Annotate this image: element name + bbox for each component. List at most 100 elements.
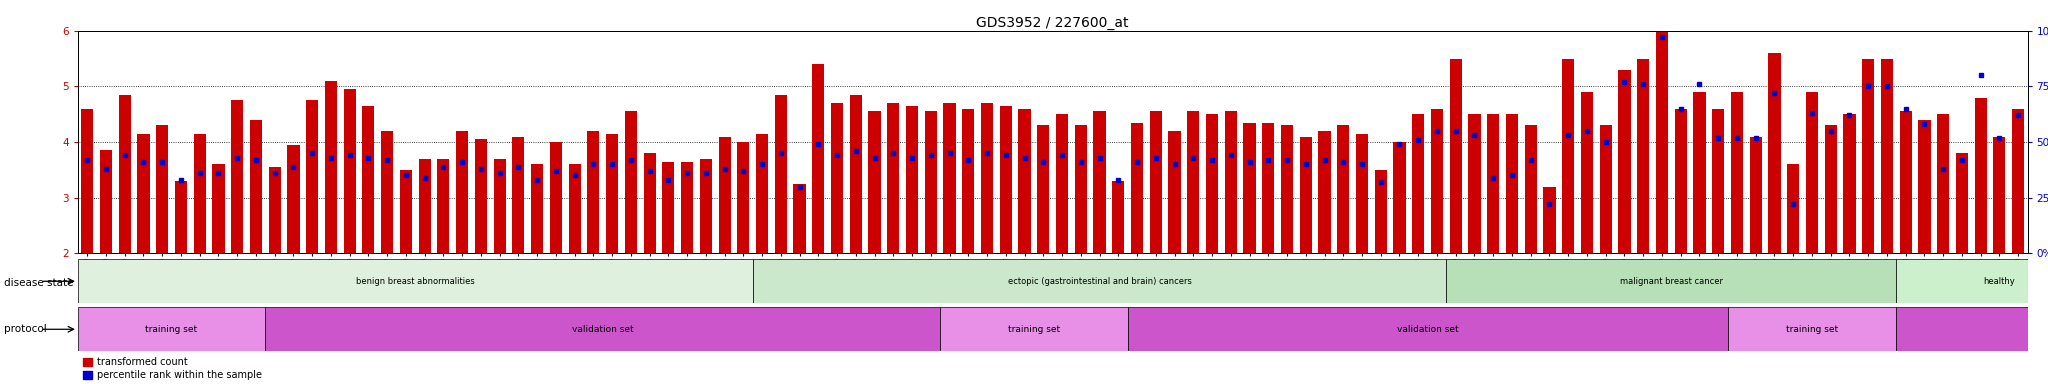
Bar bbox=[1036, 126, 1049, 253]
Bar bbox=[606, 134, 618, 253]
Bar bbox=[399, 170, 412, 253]
Bar bbox=[1825, 126, 1837, 253]
Bar bbox=[1468, 114, 1481, 253]
Bar bbox=[1393, 142, 1405, 253]
Bar bbox=[682, 162, 692, 253]
Bar bbox=[213, 164, 225, 253]
Bar bbox=[1300, 137, 1313, 253]
Bar bbox=[137, 134, 150, 253]
Bar bbox=[1729, 307, 1896, 351]
Bar bbox=[1880, 59, 1892, 253]
Bar bbox=[793, 184, 805, 253]
Bar bbox=[1956, 153, 1968, 253]
Text: disease state: disease state bbox=[4, 278, 74, 288]
Legend: transformed count, percentile rank within the sample: transformed count, percentile rank withi… bbox=[82, 357, 262, 380]
Bar bbox=[1374, 170, 1386, 253]
Bar bbox=[250, 120, 262, 253]
Bar bbox=[1206, 114, 1219, 253]
Bar bbox=[156, 126, 168, 253]
Bar bbox=[700, 159, 713, 253]
Bar bbox=[1896, 259, 2048, 303]
Bar bbox=[1694, 92, 1706, 253]
Bar bbox=[1919, 120, 1931, 253]
Bar bbox=[268, 167, 281, 253]
Bar bbox=[1563, 59, 1575, 253]
Bar bbox=[887, 103, 899, 253]
Bar bbox=[1581, 92, 1593, 253]
Bar bbox=[756, 134, 768, 253]
Bar bbox=[1188, 111, 1200, 253]
Bar bbox=[475, 139, 487, 253]
Bar bbox=[174, 181, 186, 253]
Bar bbox=[1319, 131, 1331, 253]
Bar bbox=[831, 103, 844, 253]
Bar bbox=[530, 164, 543, 253]
Bar bbox=[549, 142, 561, 253]
Bar bbox=[1544, 187, 1556, 253]
Bar bbox=[737, 142, 750, 253]
Bar bbox=[1075, 126, 1087, 253]
Bar bbox=[850, 95, 862, 253]
Bar bbox=[1128, 307, 1729, 351]
Bar bbox=[1262, 122, 1274, 253]
Bar bbox=[326, 81, 338, 253]
Bar bbox=[1094, 111, 1106, 253]
Bar bbox=[944, 103, 956, 253]
Text: validation set: validation set bbox=[571, 325, 633, 334]
Bar bbox=[1618, 70, 1630, 253]
Bar bbox=[1149, 111, 1161, 253]
Bar bbox=[1018, 109, 1030, 253]
Bar bbox=[1974, 98, 1987, 253]
Bar bbox=[1901, 111, 1911, 253]
Bar bbox=[2011, 109, 2023, 253]
Bar bbox=[1112, 181, 1124, 253]
Bar bbox=[625, 111, 637, 253]
Bar bbox=[569, 164, 582, 253]
Bar bbox=[813, 64, 825, 253]
Bar bbox=[418, 159, 430, 253]
Bar bbox=[1487, 114, 1499, 253]
Bar bbox=[78, 259, 754, 303]
Bar bbox=[82, 109, 94, 253]
Bar bbox=[1712, 109, 1724, 253]
Bar bbox=[1225, 111, 1237, 253]
Bar bbox=[926, 111, 936, 253]
Bar bbox=[981, 103, 993, 253]
Bar bbox=[1749, 137, 1761, 253]
Bar bbox=[1169, 131, 1180, 253]
Bar bbox=[1243, 122, 1255, 253]
Bar bbox=[1130, 122, 1143, 253]
Bar bbox=[119, 95, 131, 253]
Text: training set: training set bbox=[1786, 325, 1837, 334]
Bar bbox=[1993, 137, 2005, 253]
Bar bbox=[1937, 114, 1950, 253]
Bar bbox=[1806, 92, 1819, 253]
Text: training set: training set bbox=[145, 325, 197, 334]
Bar bbox=[1657, 31, 1667, 253]
Bar bbox=[1599, 126, 1612, 253]
Bar bbox=[868, 111, 881, 253]
Bar bbox=[1356, 134, 1368, 253]
Bar bbox=[512, 137, 524, 253]
Bar bbox=[1337, 126, 1350, 253]
Bar bbox=[999, 106, 1012, 253]
Bar bbox=[362, 106, 375, 253]
Bar bbox=[266, 307, 940, 351]
Text: validation set: validation set bbox=[1397, 325, 1458, 334]
Bar bbox=[1524, 126, 1536, 253]
Bar bbox=[963, 109, 975, 253]
Text: malignant breast cancer: malignant breast cancer bbox=[1620, 277, 1722, 286]
Bar bbox=[1450, 59, 1462, 253]
Bar bbox=[1432, 109, 1444, 253]
Bar bbox=[905, 106, 918, 253]
Bar bbox=[1505, 114, 1518, 253]
Bar bbox=[305, 100, 317, 253]
Title: GDS3952 / 227600_at: GDS3952 / 227600_at bbox=[977, 16, 1128, 30]
Bar bbox=[1280, 126, 1292, 253]
Text: ectopic (gastrointestinal and brain) cancers: ectopic (gastrointestinal and brain) can… bbox=[1008, 277, 1192, 286]
Bar bbox=[438, 159, 449, 253]
Bar bbox=[1446, 259, 1896, 303]
Bar bbox=[940, 307, 1128, 351]
Bar bbox=[195, 134, 205, 253]
Text: healthy: healthy bbox=[1985, 277, 2015, 286]
